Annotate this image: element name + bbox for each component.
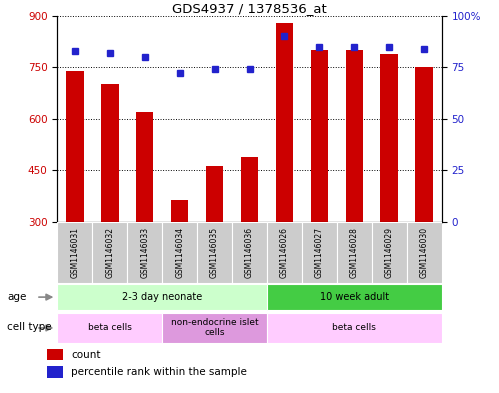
Text: cell type: cell type [7,322,52,332]
FancyBboxPatch shape [92,222,127,283]
FancyBboxPatch shape [267,313,442,343]
Text: GSM1146030: GSM1146030 [420,227,429,278]
FancyBboxPatch shape [302,222,337,283]
Bar [345,50,363,222]
Text: GSM1146026: GSM1146026 [280,227,289,278]
FancyBboxPatch shape [57,222,92,283]
Bar [275,22,293,222]
Bar [380,53,398,222]
Text: GSM1146035: GSM1146035 [210,227,219,278]
FancyBboxPatch shape [162,313,267,343]
Bar [241,157,258,222]
Text: GSM1146028: GSM1146028 [350,227,359,278]
FancyBboxPatch shape [267,222,302,283]
FancyBboxPatch shape [337,222,372,283]
Bar [415,67,433,222]
Bar [66,71,84,222]
Bar [206,166,224,222]
Bar [47,366,63,378]
FancyBboxPatch shape [372,222,407,283]
Bar [47,349,63,360]
FancyBboxPatch shape [57,285,267,310]
FancyBboxPatch shape [407,222,442,283]
Bar [101,84,119,222]
Bar [136,112,154,222]
Text: beta cells: beta cells [332,323,376,332]
Text: 2-3 day neonate: 2-3 day neonate [122,292,202,301]
Bar [310,50,328,222]
Text: GSM1146034: GSM1146034 [175,227,184,278]
Text: GSM1146032: GSM1146032 [105,227,114,278]
FancyBboxPatch shape [267,285,442,310]
Text: non-endocrine islet
cells: non-endocrine islet cells [171,318,258,337]
Text: percentile rank within the sample: percentile rank within the sample [71,367,247,377]
Text: count: count [71,350,101,360]
FancyBboxPatch shape [162,222,197,283]
FancyBboxPatch shape [57,313,162,343]
Text: age: age [7,292,27,301]
FancyBboxPatch shape [232,222,267,283]
Text: GSM1146027: GSM1146027 [315,227,324,278]
Text: beta cells: beta cells [88,323,132,332]
FancyBboxPatch shape [197,222,232,283]
Text: 10 week adult: 10 week adult [320,292,389,301]
Text: GSM1146033: GSM1146033 [140,227,149,278]
Text: GSM1146036: GSM1146036 [245,227,254,278]
Title: GDS4937 / 1378536_at: GDS4937 / 1378536_at [172,2,327,15]
FancyBboxPatch shape [127,222,162,283]
Text: GSM1146029: GSM1146029 [385,227,394,278]
Text: GSM1146031: GSM1146031 [70,227,79,278]
Bar [171,200,189,222]
